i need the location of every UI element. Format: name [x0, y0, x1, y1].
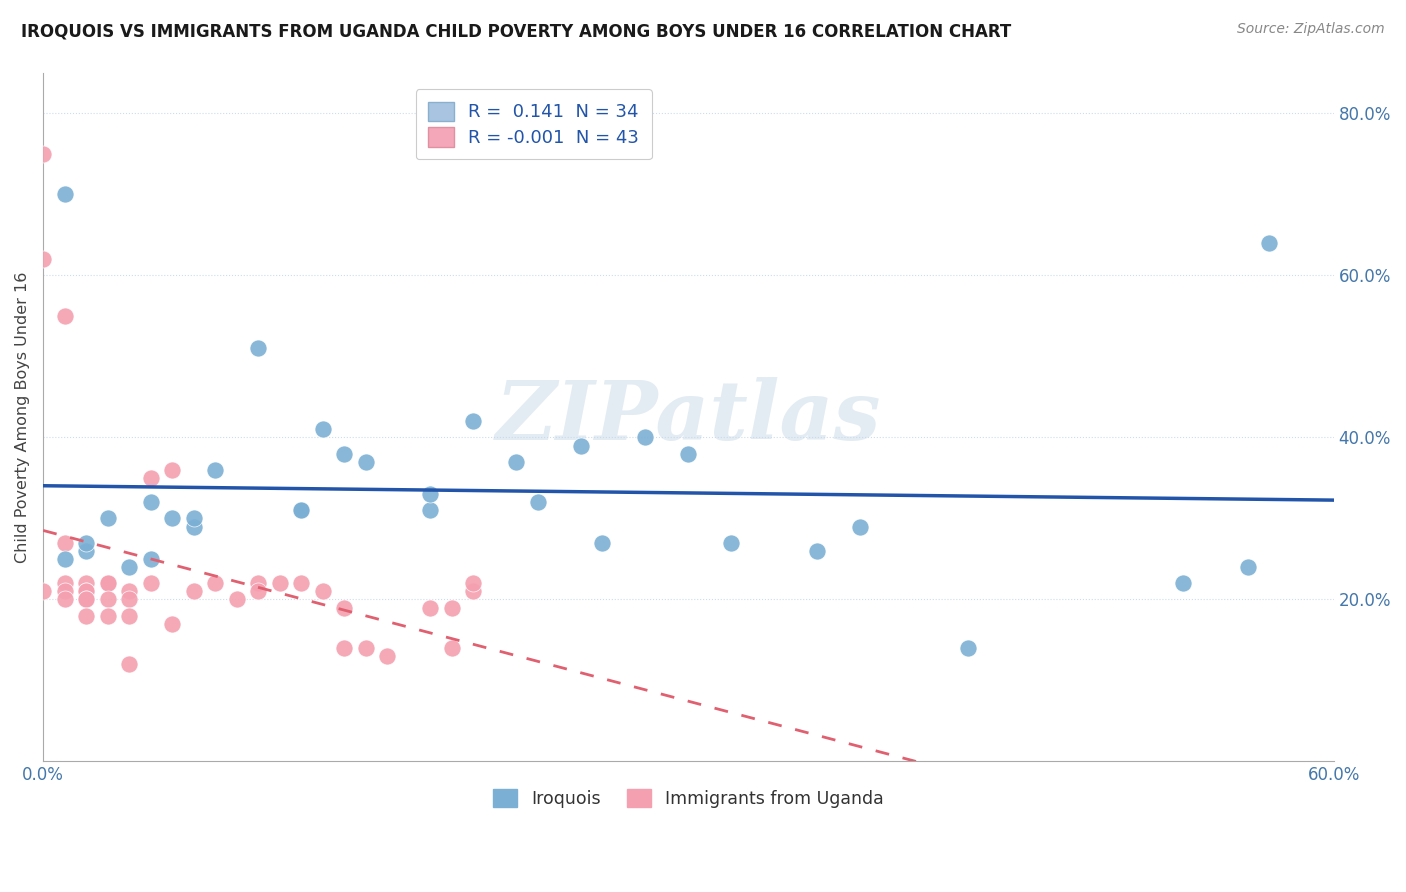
Y-axis label: Child Poverty Among Boys Under 16: Child Poverty Among Boys Under 16 — [15, 271, 30, 563]
Point — [333, 600, 356, 615]
Point — [162, 463, 184, 477]
Point — [75, 584, 97, 599]
Point — [354, 455, 377, 469]
Point — [75, 535, 97, 549]
Point — [290, 576, 312, 591]
Point — [419, 487, 441, 501]
Point — [32, 252, 55, 267]
Point — [139, 495, 162, 509]
Point — [225, 592, 247, 607]
Point — [204, 576, 226, 591]
Point — [75, 584, 97, 599]
Point — [440, 640, 463, 655]
Point — [53, 592, 76, 607]
Point — [463, 576, 485, 591]
Point — [139, 471, 162, 485]
Point — [75, 544, 97, 558]
Point — [419, 503, 441, 517]
Text: ZIPatlas: ZIPatlas — [496, 377, 882, 458]
Point — [75, 608, 97, 623]
Point — [32, 584, 55, 599]
Point — [118, 592, 141, 607]
Point — [354, 640, 377, 655]
Legend: Iroquois, Immigrants from Uganda: Iroquois, Immigrants from Uganda — [486, 782, 891, 814]
Point — [97, 511, 120, 525]
Point — [97, 608, 120, 623]
Point — [183, 584, 205, 599]
Point — [849, 519, 872, 533]
Point — [75, 592, 97, 607]
Point — [591, 535, 613, 549]
Point — [75, 576, 97, 591]
Point — [463, 414, 485, 428]
Point — [678, 447, 700, 461]
Point — [247, 584, 270, 599]
Point — [290, 503, 312, 517]
Text: Source: ZipAtlas.com: Source: ZipAtlas.com — [1237, 22, 1385, 37]
Point — [634, 430, 657, 444]
Point — [97, 576, 120, 591]
Point — [162, 511, 184, 525]
Point — [956, 640, 979, 655]
Point — [333, 640, 356, 655]
Point — [247, 342, 270, 356]
Point — [183, 511, 205, 525]
Point — [1258, 235, 1281, 250]
Point — [204, 463, 226, 477]
Point — [806, 544, 828, 558]
Point — [118, 608, 141, 623]
Point — [139, 552, 162, 566]
Point — [53, 187, 76, 202]
Point — [162, 616, 184, 631]
Point — [97, 592, 120, 607]
Point — [118, 560, 141, 574]
Point — [247, 576, 270, 591]
Point — [75, 592, 97, 607]
Point — [32, 147, 55, 161]
Point — [375, 649, 398, 664]
Point — [269, 576, 291, 591]
Point — [1236, 560, 1258, 574]
Point — [118, 657, 141, 672]
Point — [53, 535, 76, 549]
Point — [53, 309, 76, 323]
Point — [720, 535, 742, 549]
Point — [53, 552, 76, 566]
Text: IROQUOIS VS IMMIGRANTS FROM UGANDA CHILD POVERTY AMONG BOYS UNDER 16 CORRELATION: IROQUOIS VS IMMIGRANTS FROM UGANDA CHILD… — [21, 22, 1011, 40]
Point — [97, 576, 120, 591]
Point — [53, 584, 76, 599]
Point — [333, 447, 356, 461]
Point — [419, 600, 441, 615]
Point — [569, 438, 592, 452]
Point — [312, 584, 335, 599]
Point — [505, 455, 527, 469]
Point — [463, 584, 485, 599]
Point — [312, 422, 335, 436]
Point — [139, 576, 162, 591]
Point — [183, 519, 205, 533]
Point — [53, 576, 76, 591]
Point — [440, 600, 463, 615]
Point — [118, 584, 141, 599]
Point — [290, 503, 312, 517]
Point — [1171, 576, 1194, 591]
Point — [527, 495, 550, 509]
